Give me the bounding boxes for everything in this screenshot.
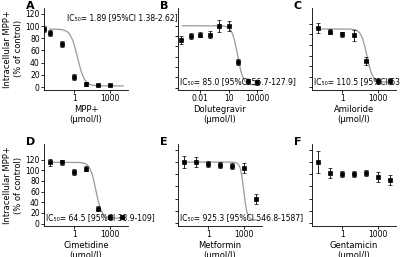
Text: IC₅₀= 110.5 [95%CI 63.3-195.6]: IC₅₀= 110.5 [95%CI 63.3-195.6] [314,77,400,86]
X-axis label: Amiloride
(μmol/l): Amiloride (μmol/l) [334,105,374,124]
Text: IC₅₀= 64.5 [95%CI 38.9-109]: IC₅₀= 64.5 [95%CI 38.9-109] [46,213,154,222]
Y-axis label: Intracellular MPP+
(% of control): Intracellular MPP+ (% of control) [3,146,22,224]
Text: D: D [26,137,35,147]
X-axis label: Metformin
(μmol/l): Metformin (μmol/l) [198,241,242,257]
Text: A: A [26,1,34,11]
Text: C: C [294,1,302,11]
X-axis label: MPP+
(μmol/l): MPP+ (μmol/l) [70,105,102,124]
X-axis label: Gentamicin
(μmol/l): Gentamicin (μmol/l) [330,241,378,257]
X-axis label: Dolutegravir
(μmol/l): Dolutegravir (μmol/l) [194,105,246,124]
X-axis label: Cimetidine
(μmol/l): Cimetidine (μmol/l) [63,241,109,257]
Y-axis label: Intracellular MPP+
(% of control): Intracellular MPP+ (% of control) [3,10,22,88]
Text: B: B [160,1,168,11]
Text: F: F [294,137,301,147]
Text: IC₅₀= 925.3 [95%CI 546.8-1587]: IC₅₀= 925.3 [95%CI 546.8-1587] [180,213,303,222]
Text: E: E [160,137,167,147]
Text: IC₅₀= 1.89 [95%CI 1.38-2.62]: IC₅₀= 1.89 [95%CI 1.38-2.62] [68,14,178,23]
Text: IC₅₀= 85.0 [95%CI 56.7-127.9]: IC₅₀= 85.0 [95%CI 56.7-127.9] [180,77,296,86]
